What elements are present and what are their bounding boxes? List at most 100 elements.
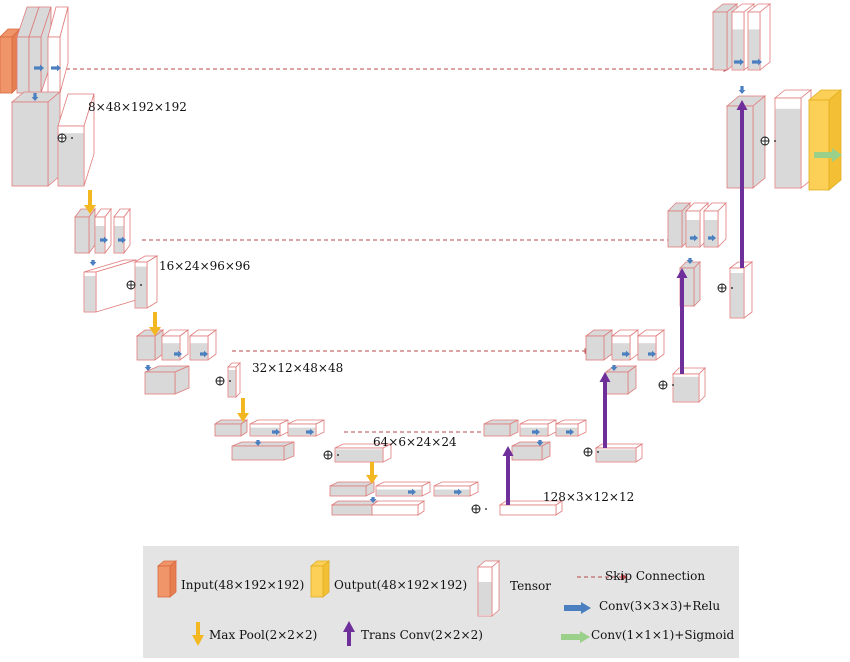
add-operator-icon (57, 133, 73, 143)
conv-arrow (200, 350, 208, 358)
conv-arrow (610, 365, 618, 371)
tensor-block (74, 207, 96, 255)
legend-transconv-label: Trans Conv(2×2×2) (361, 628, 483, 642)
tensor-block (746, 3, 772, 71)
tensor-block (375, 481, 431, 497)
add-operator-icon (323, 450, 339, 460)
skip-connections (66, 66, 730, 435)
tensor-block (330, 500, 380, 516)
tensor-block (57, 93, 95, 187)
tensor-block (773, 89, 813, 189)
conv-arrow (738, 86, 746, 94)
tensor-block (703, 202, 727, 248)
tensor-block (133, 255, 159, 309)
tensor-block (94, 207, 112, 255)
trans-conv-arrow (676, 268, 688, 374)
max-pool-arrow-icon (192, 622, 204, 646)
legend-conv1-label: Conv(1×1×1)+Sigmoid (591, 628, 735, 642)
tensor-block (83, 259, 137, 313)
tensor-block (370, 500, 426, 516)
conv-arrow (408, 488, 416, 496)
tensor-block (604, 365, 638, 395)
tensor-block (334, 443, 392, 463)
tensor-block (728, 261, 754, 319)
output-block (807, 89, 843, 191)
legend-tensor-label: Tensor (510, 579, 552, 593)
tensor-block (483, 419, 519, 437)
max-pool-arrow (149, 312, 161, 336)
tensor-block (498, 500, 564, 516)
add-operator-icon (471, 504, 487, 514)
conv-arrow (708, 234, 716, 242)
add-operator-icon (717, 283, 733, 293)
add-operator-icon (126, 280, 142, 290)
conv-arrow (34, 64, 44, 72)
conv-arrow (31, 93, 39, 101)
conv-arrow (734, 58, 744, 66)
conv-arrow (752, 58, 762, 66)
conv-arrow (144, 365, 152, 371)
tensor-block (433, 481, 479, 497)
tensor-block (144, 365, 190, 395)
tensor-block (329, 481, 375, 497)
conv-arrow (454, 488, 462, 496)
add-operator-icon (583, 447, 599, 457)
dim-label-level4: 64×6×24×24 (373, 435, 457, 449)
add-operator-icon (658, 380, 674, 390)
dim-label-level1: 8×48×192×192 (88, 100, 187, 114)
trans-conv-arrow-icon (343, 621, 355, 646)
tensor-block (47, 6, 69, 94)
tensor-block (231, 441, 295, 461)
conv-arrow (118, 236, 126, 244)
conv-sigmoid-arrow-icon (561, 631, 590, 643)
add-operator-icon (215, 376, 231, 386)
legend-skip-label: Skip Connection (605, 569, 706, 583)
tensor-block (249, 419, 289, 437)
trans-conv-arrow (599, 372, 611, 448)
conv-relu-arrow-icon (564, 602, 591, 614)
dimension-labels: 8×48×192×192 16×24×96×96 32×12×48×48 64×… (88, 100, 634, 504)
conv-arrow (536, 440, 544, 446)
conv-arrow (174, 350, 182, 358)
tensor-block (28, 6, 52, 94)
conv-arrow (686, 258, 694, 264)
max-pool-arrow (366, 462, 378, 484)
conv-arrow (89, 260, 97, 266)
conv-arrow (272, 428, 280, 436)
max-pool-arrow (84, 190, 96, 214)
legend-conv-label: Conv(3×3×3)+Relu (599, 599, 721, 613)
tensor-block (672, 367, 706, 403)
legend-panel: Input(48×192×192) Output(48×192×192) Ten… (143, 546, 739, 658)
skip-connection-arrow-icon (577, 573, 628, 581)
legend-input-label: Input(48×192×192) (181, 578, 305, 592)
conv-arrow (254, 440, 262, 446)
tensor-block (227, 362, 241, 398)
tensor-swatch-icon (476, 560, 501, 617)
tensor-block (213, 419, 249, 437)
tensor-block (135, 329, 165, 361)
conv-arrow (566, 428, 574, 436)
output-swatch-icon (309, 560, 331, 598)
conv-arrow (648, 350, 656, 358)
trans-conv-arrow (502, 446, 514, 505)
conv-arrow (690, 234, 698, 242)
trans-conv-arrow (736, 100, 748, 268)
legend-maxpool-label: Max Pool(2×2×2) (209, 628, 318, 642)
add-operator-icon (760, 136, 776, 146)
tensor-block (594, 443, 644, 463)
dim-label-level2: 16×24×96×96 (159, 259, 250, 273)
tensor-block (610, 329, 640, 361)
tensor-block (113, 207, 131, 255)
conv-arrow (532, 428, 540, 436)
conv-arrow (51, 64, 61, 72)
conv-arrow (100, 236, 108, 244)
dim-label-level3: 32×12×48×48 (252, 361, 343, 375)
legend-output-label: Output(48×192×192) (334, 578, 468, 592)
max-pool-arrow (237, 398, 249, 422)
conv-sigmoid-arrow (814, 148, 842, 162)
tensor-block (511, 441, 551, 461)
conv-arrow (622, 350, 630, 358)
dim-label-level5: 128×3×12×12 (543, 490, 634, 504)
tensor-blocks (0, 3, 843, 516)
